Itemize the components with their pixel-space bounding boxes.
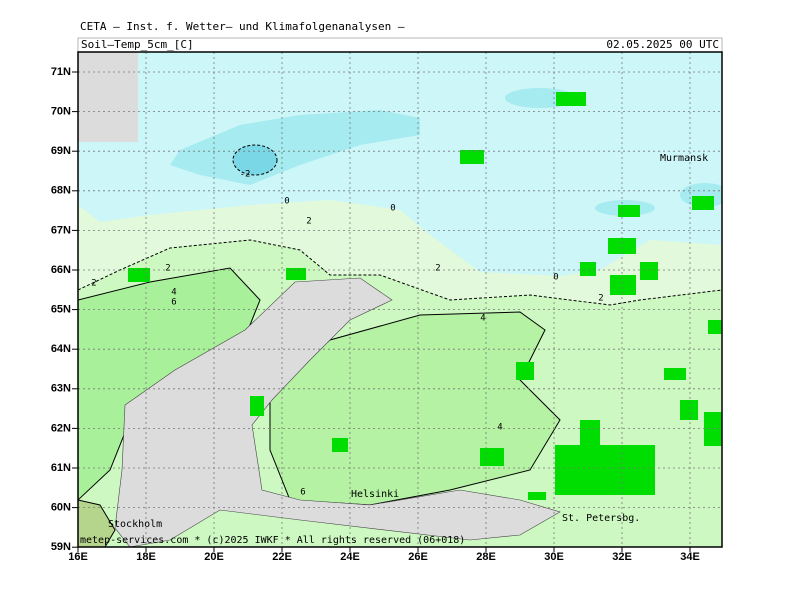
lat-label: 66N — [51, 264, 71, 276]
zone-below-2 — [170, 110, 420, 185]
lon-label: 24E — [340, 551, 360, 563]
contour-label: 2 — [306, 217, 311, 227]
contour-label: -2 — [240, 170, 251, 180]
place-name: Helsinki — [351, 489, 399, 500]
date: 02.05.2025 00 UTC — [606, 38, 719, 51]
lat-label: 62N — [51, 422, 71, 434]
lat-label: 70N — [51, 106, 71, 118]
contour-label: 4 — [480, 314, 485, 324]
lat-label: 67N — [51, 224, 71, 236]
sea — [114, 277, 561, 547]
contour-label: 4 — [171, 288, 176, 298]
lat-label: 63N — [51, 383, 71, 395]
lon-label: 22E — [272, 551, 292, 563]
contour-label: 2 — [165, 264, 170, 274]
title: Soil—Temp_5cm_[C] — [81, 38, 194, 51]
lon-label: 30E — [544, 551, 564, 563]
sea — [78, 52, 138, 142]
grid-points — [128, 92, 722, 500]
footer: metep-services.com * (c)2025 IWKF * All … — [80, 535, 465, 546]
lon-label: 18E — [136, 551, 156, 563]
lat-label: 64N — [51, 343, 71, 355]
lon-label: 20E — [204, 551, 224, 563]
lon-label: 26E — [408, 551, 428, 563]
lat-label: 68N — [51, 185, 71, 197]
lon-label: 28E — [476, 551, 496, 563]
lat-label: 69N — [51, 145, 71, 157]
lat-label: 65N — [51, 304, 71, 316]
place-name: St. Petersbg. — [562, 513, 640, 524]
map-area — [78, 52, 722, 547]
lat-label: 61N — [51, 462, 71, 474]
contour-label: 2 — [598, 294, 603, 304]
map-frame — [77, 51, 723, 548]
contour-label: 0 — [553, 273, 558, 283]
lon-label: 16E — [68, 551, 88, 563]
zone-below-0 — [78, 52, 722, 276]
zone-above-6 — [78, 499, 116, 547]
place-name: Murmansk — [660, 153, 708, 164]
contour-label: 2 — [91, 279, 96, 289]
place-name: Stockholm — [108, 519, 162, 530]
contour-label: 4 — [497, 423, 502, 433]
lon-label: 34E — [680, 551, 700, 563]
graticule — [78, 52, 722, 547]
contour-label: 2 — [435, 264, 440, 274]
lon-label: 32E — [612, 551, 632, 563]
header: CETA — Inst. f. Wetter— und Klimafolgena… — [80, 20, 405, 33]
contour-label: 6 — [300, 488, 305, 498]
lat-label: 60N — [51, 502, 71, 514]
lat-label: 71N — [51, 66, 71, 78]
zone-below-minus2 — [232, 144, 278, 176]
contour-label: 0 — [390, 204, 395, 214]
contour-label: 6 — [171, 298, 176, 308]
contour-label: 0 — [284, 197, 289, 207]
lat-label: 59N — [51, 541, 71, 553]
